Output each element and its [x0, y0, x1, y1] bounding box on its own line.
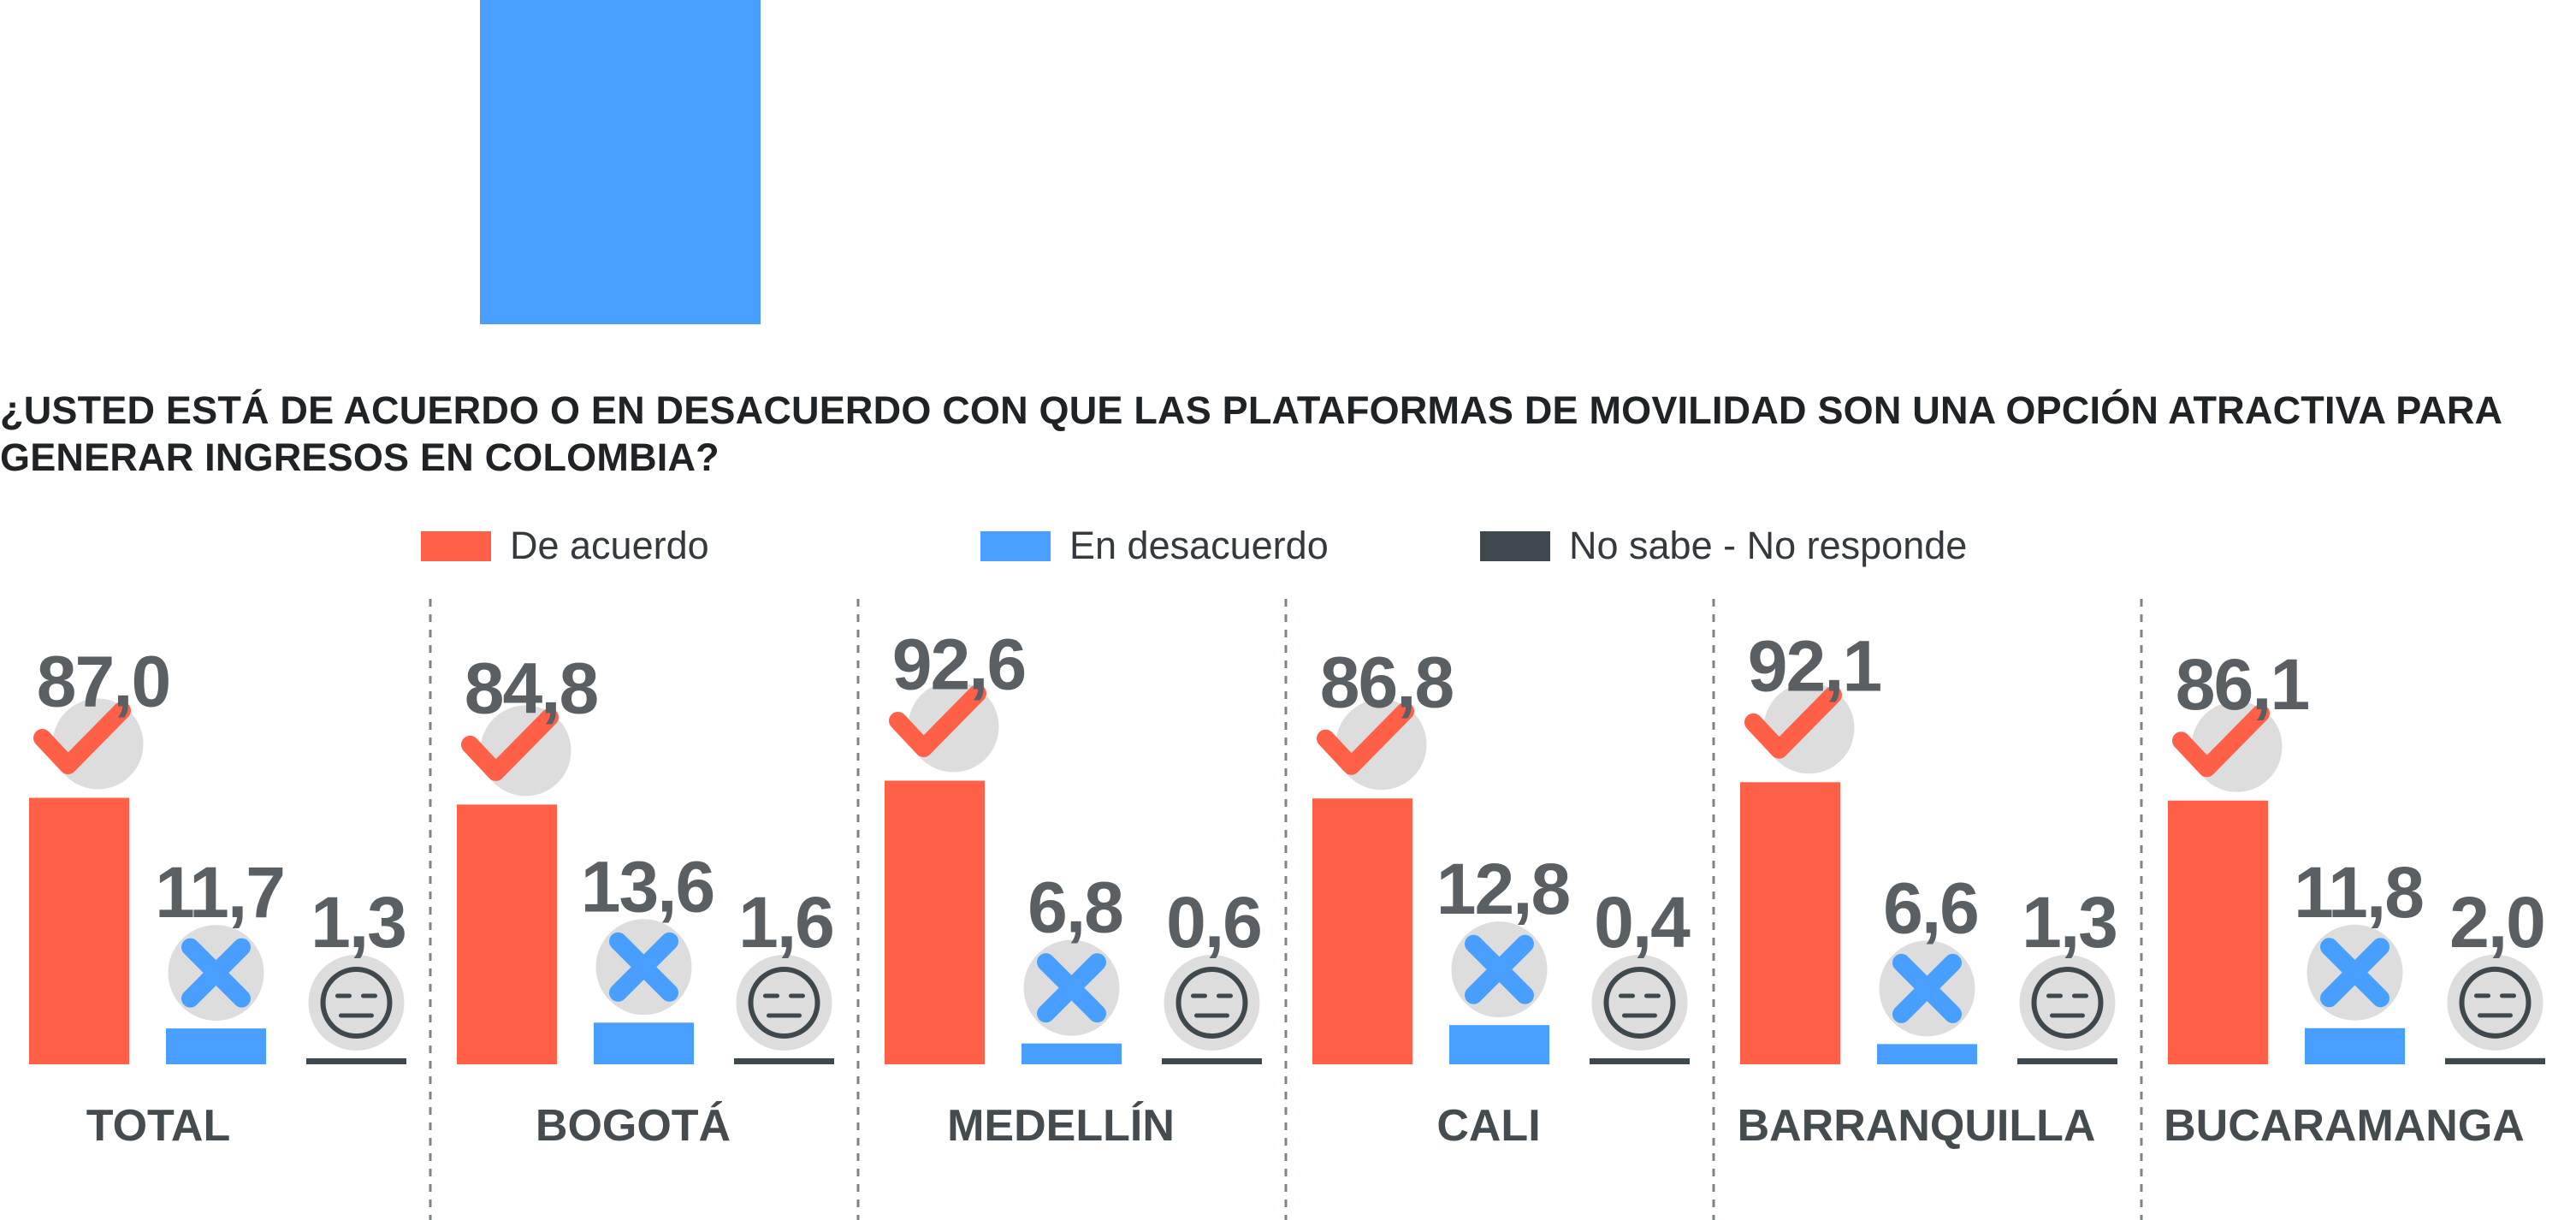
category-label: BOGOTÁ	[536, 1101, 731, 1151]
value-label-disagree: 13,6	[581, 846, 714, 927]
value-label-no-answer: 0,6	[1166, 882, 1261, 962]
bar-no-answer	[1590, 1058, 1690, 1064]
bar-disagree	[1877, 1044, 1977, 1064]
category-label: BARRANQUILLA	[1738, 1101, 2096, 1151]
category-label: TOTAL	[86, 1101, 231, 1151]
category-label: CALI	[1436, 1101, 1540, 1151]
check-icon	[2172, 704, 2270, 778]
value-label-disagree: 11,8	[2294, 852, 2423, 933]
cross-icon	[1037, 953, 1106, 1023]
neutral-face-outline	[2031, 967, 2104, 1039]
neutral-face-icon	[1603, 967, 1676, 1039]
value-label-agree: 87,0	[37, 642, 170, 722]
check-icon	[1317, 702, 1414, 775]
value-label-agree: 86,8	[1320, 642, 1454, 722]
group-bogotá: 84,8 13,6 1,6 BOGOTÁ	[457, 648, 835, 1151]
bar-no-answer	[306, 1058, 406, 1064]
bar-disagree	[594, 1022, 694, 1064]
value-label-no-answer: 1,3	[2022, 882, 2117, 962]
neutral-face-outline	[1603, 967, 1676, 1039]
neutral-face-icon	[2031, 967, 2104, 1039]
legend-swatch-no-answer	[1480, 530, 1550, 561]
group-cali: 86,8 12,8 0,4 CALI	[1312, 642, 1692, 1151]
value-label-no-answer: 1,3	[311, 882, 406, 962]
legend-label-disagree: En desacuerdo	[1069, 524, 1329, 567]
value-label-no-answer: 0,4	[1594, 882, 1691, 962]
neutral-face-outline	[320, 967, 393, 1039]
bar-agree	[2168, 800, 2268, 1064]
legend-item-agree: De acuerdo	[421, 522, 709, 570]
neutral-face-outline	[2459, 966, 2532, 1039]
legend-swatch-disagree	[980, 530, 1051, 561]
check-icon	[889, 684, 986, 757]
cross-icon	[181, 938, 251, 1008]
legend-item-disagree: En desacuerdo	[980, 522, 1329, 570]
neutral-face-outline	[748, 967, 820, 1039]
value-label-agree: 92,6	[892, 624, 1026, 704]
group-total: 87,0 11,7 1,3 TOTAL	[29, 642, 407, 1151]
neutral-face-icon	[2459, 966, 2532, 1039]
chart-title: ¿USTED ESTÁ DE ACUERDO O EN DESACUERDO C…	[0, 388, 2502, 479]
bar-no-answer	[1162, 1058, 1262, 1064]
bar-no-answer	[2445, 1057, 2545, 1064]
bar-no-answer	[734, 1058, 834, 1064]
legend-label-no-answer: No sabe - No responde	[1569, 524, 1968, 567]
bar-disagree	[166, 1028, 266, 1064]
check-icon	[33, 702, 131, 775]
value-label-agree: 92,1	[1748, 625, 1881, 706]
group-barranquilla: 92,1 6,6 1,3 BARRANQUILLA	[1738, 625, 2118, 1151]
legend-swatch-agree	[421, 530, 491, 561]
group-medellín: 92,6 6,8 0,6 MEDELLÍN	[885, 624, 1263, 1151]
neutral-face-icon	[748, 967, 820, 1039]
cross-icon	[609, 932, 678, 1002]
decorative-blue-block	[480, 0, 761, 324]
neutral-face-icon	[1175, 967, 1248, 1039]
value-label-disagree: 6,8	[1027, 868, 1122, 948]
cross-icon	[2320, 938, 2389, 1008]
neutral-face-outline	[1175, 967, 1248, 1039]
legend-label-agree: De acuerdo	[510, 524, 709, 567]
value-label-disagree: 12,8	[1436, 849, 1570, 929]
bar-agree	[885, 780, 985, 1064]
bar-disagree	[1449, 1025, 1549, 1064]
value-label-agree: 84,8	[465, 648, 598, 728]
cross-icon	[1892, 953, 1962, 1023]
value-label-agree: 86,1	[2176, 644, 2309, 725]
value-label-disagree: 6,6	[1883, 868, 1978, 948]
cross-icon	[1465, 934, 1534, 1004]
value-label-no-answer: 1,6	[738, 882, 833, 962]
bar-agree	[457, 804, 557, 1064]
bar-disagree	[1022, 1043, 1122, 1064]
check-icon	[1744, 685, 1842, 759]
category-label: BUCARAMANGA	[2164, 1101, 2525, 1151]
bar-agree	[1312, 798, 1412, 1064]
bar-no-answer	[2017, 1058, 2117, 1064]
category-label: MEDELLÍN	[947, 1101, 1175, 1151]
legend-item-no-answer: No sabe - No responde	[1480, 522, 1967, 570]
check-icon	[461, 708, 559, 781]
group-bucaramanga: 86,1 11,8 2,0 BUCARAMANGA	[2164, 644, 2546, 1151]
neutral-face-icon	[320, 967, 393, 1039]
bar-agree	[29, 797, 129, 1064]
bar-disagree	[2305, 1028, 2405, 1064]
bar-agree	[1740, 782, 1840, 1064]
value-label-disagree: 11,7	[155, 852, 284, 933]
value-label-no-answer: 2,0	[2449, 882, 2544, 962]
